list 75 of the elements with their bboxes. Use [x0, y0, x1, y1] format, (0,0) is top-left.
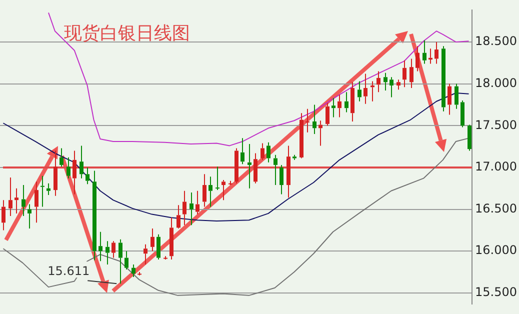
candlestick — [34, 181, 39, 224]
candlestick — [389, 76, 394, 98]
y-tick-label: 18.500 — [475, 34, 517, 48]
y-tick-label: 17.000 — [475, 160, 517, 174]
candlestick — [169, 217, 174, 260]
candlestick — [266, 142, 271, 163]
candlestick — [59, 148, 64, 168]
candlestick — [350, 82, 355, 122]
candlestick — [195, 190, 200, 215]
candlestick — [402, 60, 407, 88]
y-tick-label: 18.000 — [475, 76, 517, 90]
candlestick — [156, 234, 161, 260]
candlestick — [434, 41, 439, 64]
candlestick — [105, 240, 110, 265]
candlestick — [376, 70, 381, 93]
y-tick-label: 16.000 — [475, 243, 517, 258]
candlestick — [150, 228, 155, 252]
candlestick — [337, 94, 342, 118]
y-tick-label: 17.500 — [475, 118, 517, 132]
candlestick — [234, 148, 239, 184]
candlestick — [27, 204, 32, 230]
candlestick — [215, 166, 220, 191]
candlestick — [363, 73, 368, 104]
candlestick — [14, 188, 19, 214]
candlestick — [176, 204, 181, 230]
candlestick — [46, 182, 51, 196]
candlestick — [240, 138, 245, 165]
candlestick — [118, 238, 123, 284]
candlestick — [253, 152, 258, 184]
candlestick — [221, 180, 226, 201]
candlestick — [21, 184, 26, 216]
candlestick — [66, 156, 71, 179]
candlestick — [299, 112, 304, 159]
candlestick — [422, 40, 427, 64]
candlestick — [279, 164, 284, 195]
candlestick — [1, 200, 6, 231]
candlestick — [292, 154, 297, 160]
candlestick — [415, 46, 420, 72]
y-tick-label: 15.500 — [475, 285, 517, 300]
candlestick — [85, 166, 90, 185]
candlestick — [98, 231, 103, 262]
candlestick — [325, 102, 330, 126]
candlestick — [72, 150, 77, 195]
candlestick — [8, 176, 13, 216]
candlestick — [124, 250, 129, 270]
candlestick — [247, 144, 252, 189]
candlestick — [441, 46, 446, 112]
candlestick — [454, 83, 459, 110]
candlestick — [202, 174, 207, 208]
candlestick — [447, 83, 452, 116]
y-tick-label: 16.500 — [475, 201, 517, 216]
candlestick — [143, 244, 148, 265]
candlestick — [331, 98, 336, 118]
candlestick — [409, 58, 414, 88]
candlestick — [344, 92, 349, 113]
annotation: 15.611 — [48, 264, 90, 278]
candlestick — [131, 264, 136, 278]
candlestick — [92, 170, 97, 261]
candlestick — [79, 145, 84, 179]
candlestick — [273, 154, 278, 186]
candlestick — [383, 72, 388, 91]
candlestick — [189, 192, 194, 226]
candlestick — [260, 142, 265, 160]
candlestick — [208, 176, 213, 208]
candlestick — [111, 240, 116, 258]
candlestick — [396, 79, 401, 90]
candlestick — [357, 80, 362, 102]
candlestick — [305, 108, 310, 133]
candlestick — [182, 190, 187, 226]
candlestick — [40, 175, 45, 208]
candlestick — [312, 104, 317, 134]
candlestick — [53, 150, 58, 196]
text: 现货白银日线图 — [64, 22, 190, 44]
candlestick — [460, 100, 465, 128]
candlestick — [286, 145, 291, 198]
